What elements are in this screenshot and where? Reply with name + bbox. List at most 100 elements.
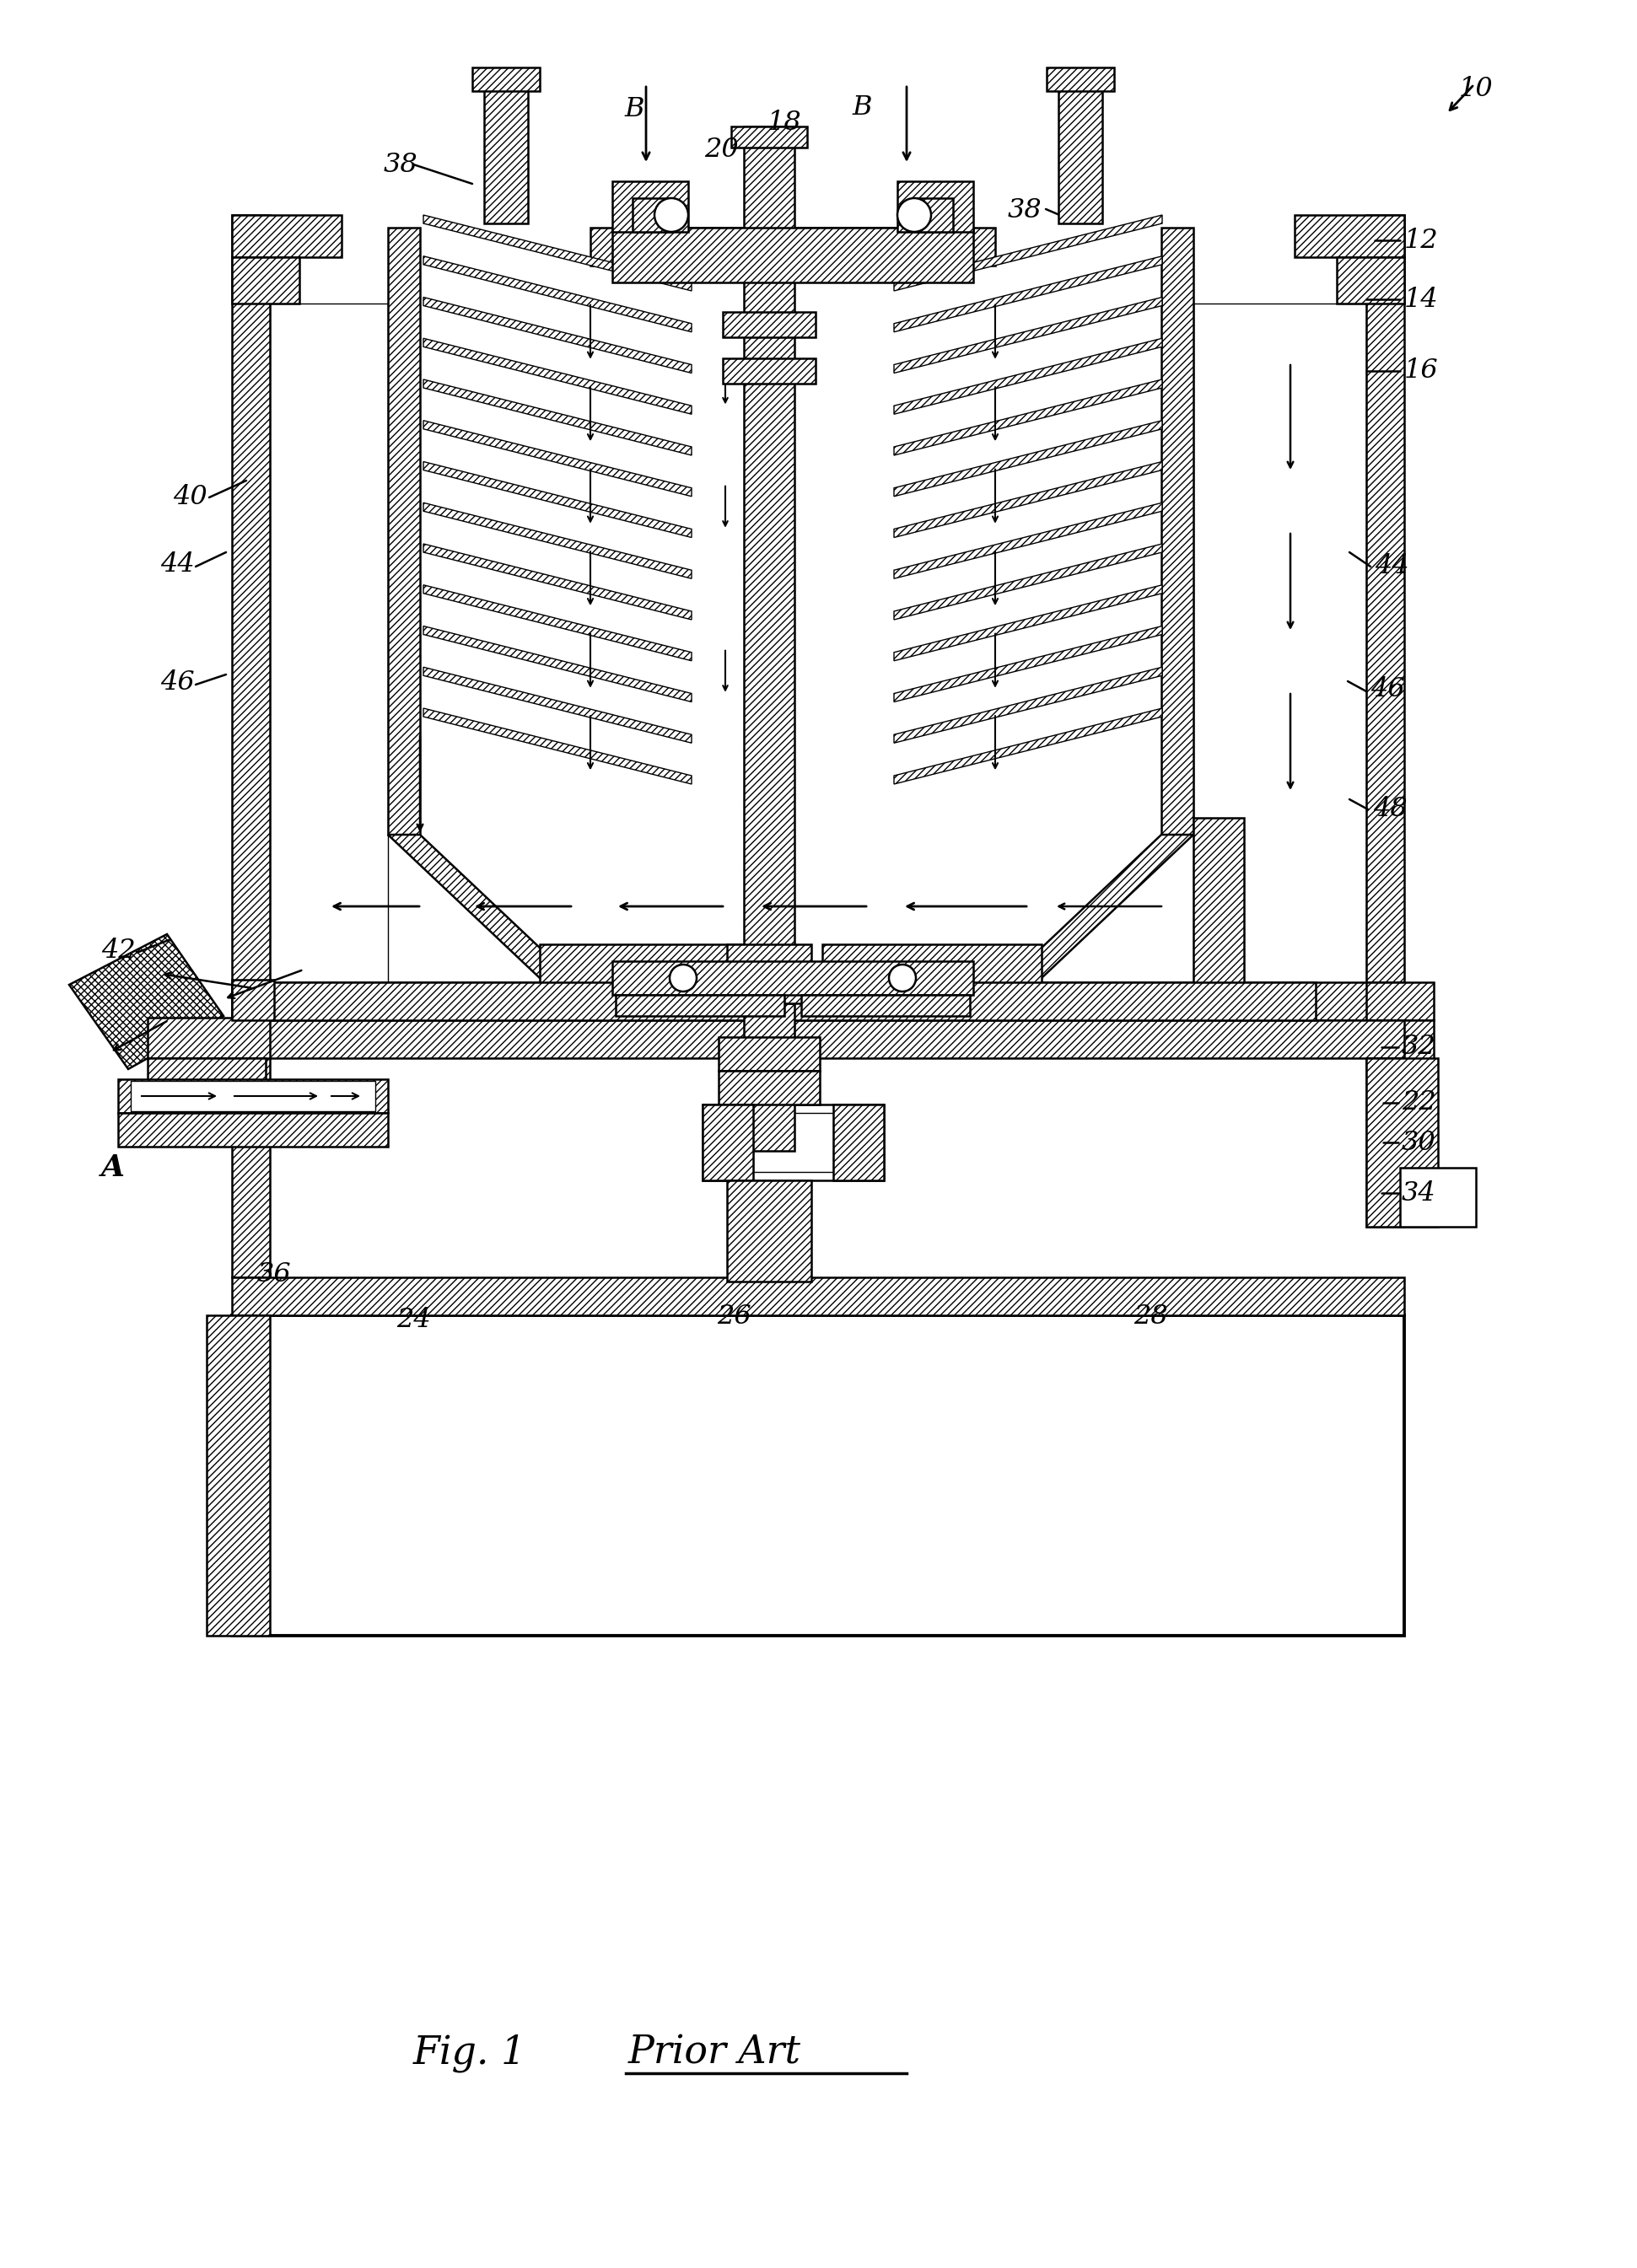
Bar — [897, 181, 974, 231]
Polygon shape — [69, 934, 224, 1068]
Polygon shape — [424, 215, 691, 290]
Circle shape — [655, 197, 688, 231]
Text: 16: 16 — [1405, 358, 1439, 383]
Polygon shape — [894, 420, 1162, 497]
Text: 46: 46 — [160, 669, 195, 696]
Text: 22: 22 — [1401, 1089, 1436, 1116]
Text: 40: 40 — [174, 485, 208, 510]
Bar — [1193, 304, 1367, 1002]
Bar — [800, 996, 969, 1016]
Polygon shape — [424, 585, 691, 660]
Bar — [724, 313, 815, 338]
Polygon shape — [894, 708, 1162, 785]
Bar — [1400, 1168, 1477, 1227]
Bar — [147, 1018, 270, 1059]
Text: 20: 20 — [704, 136, 738, 163]
Bar — [270, 982, 1316, 1021]
Text: 32: 32 — [1401, 1034, 1436, 1059]
Text: 44: 44 — [1375, 553, 1409, 581]
Polygon shape — [424, 338, 691, 415]
Bar — [540, 987, 1041, 1012]
Bar — [232, 1277, 1405, 1315]
Bar — [753, 1114, 833, 1173]
Bar — [612, 962, 974, 996]
Circle shape — [670, 964, 697, 991]
Polygon shape — [424, 256, 691, 331]
Bar — [702, 1105, 884, 1179]
Polygon shape — [894, 297, 1162, 372]
Polygon shape — [424, 667, 691, 744]
Polygon shape — [894, 544, 1162, 619]
Text: 46: 46 — [1370, 676, 1405, 703]
Bar — [1367, 215, 1405, 1021]
Text: 36: 36 — [257, 1261, 291, 1288]
Bar — [1193, 819, 1244, 1002]
Bar — [1059, 84, 1102, 225]
Text: 28: 28 — [1134, 1304, 1169, 1329]
Bar — [1046, 68, 1115, 91]
Text: 48: 48 — [1373, 796, 1408, 823]
Bar — [232, 982, 1405, 1021]
Polygon shape — [894, 379, 1162, 456]
Polygon shape — [424, 626, 691, 701]
Bar — [473, 68, 540, 91]
Polygon shape — [894, 503, 1162, 578]
Text: 26: 26 — [717, 1304, 751, 1329]
Bar — [232, 256, 300, 304]
Bar — [1295, 215, 1405, 256]
Text: 18: 18 — [768, 109, 802, 136]
Polygon shape — [894, 626, 1162, 701]
Polygon shape — [424, 297, 691, 372]
Bar — [1367, 1059, 1437, 1227]
Bar — [1367, 982, 1434, 1021]
Text: A: A — [101, 1154, 124, 1182]
Polygon shape — [1010, 835, 1193, 978]
Bar — [727, 1179, 812, 1281]
Polygon shape — [424, 544, 691, 619]
Bar — [270, 304, 388, 1002]
Text: B: B — [624, 98, 643, 122]
Polygon shape — [894, 463, 1162, 538]
Bar — [616, 996, 784, 1016]
Polygon shape — [894, 256, 1162, 331]
Bar — [612, 181, 688, 231]
Bar — [388, 227, 421, 835]
Text: 30: 30 — [1401, 1129, 1436, 1154]
Bar — [206, 1315, 270, 1635]
Polygon shape — [424, 708, 691, 785]
Bar — [1367, 1021, 1434, 1066]
Bar — [743, 982, 794, 1150]
Polygon shape — [894, 585, 1162, 660]
Bar — [232, 1315, 1405, 1635]
Text: 10: 10 — [1459, 75, 1493, 102]
Bar — [232, 1059, 270, 1277]
Bar — [232, 980, 273, 1021]
Polygon shape — [424, 420, 691, 497]
Bar — [632, 197, 671, 231]
Circle shape — [889, 964, 917, 991]
Polygon shape — [424, 463, 691, 538]
Polygon shape — [894, 338, 1162, 415]
Bar — [232, 215, 270, 1021]
Bar — [727, 973, 812, 1002]
Text: B: B — [851, 95, 871, 120]
Bar — [591, 227, 995, 265]
Circle shape — [897, 197, 931, 231]
Bar — [727, 943, 812, 973]
Polygon shape — [388, 835, 571, 978]
Text: 34: 34 — [1401, 1179, 1436, 1207]
Text: 14: 14 — [1405, 286, 1439, 313]
Bar — [915, 197, 953, 231]
Bar — [724, 358, 815, 383]
Bar — [131, 1082, 375, 1111]
Bar — [822, 943, 1041, 987]
Text: 38: 38 — [1008, 197, 1043, 225]
Polygon shape — [424, 503, 691, 578]
Polygon shape — [894, 667, 1162, 744]
Bar — [743, 127, 794, 1002]
Bar — [232, 1021, 1405, 1059]
Polygon shape — [424, 379, 691, 456]
Bar — [118, 1114, 388, 1148]
Bar — [719, 1036, 820, 1070]
Text: 12: 12 — [1405, 227, 1439, 254]
